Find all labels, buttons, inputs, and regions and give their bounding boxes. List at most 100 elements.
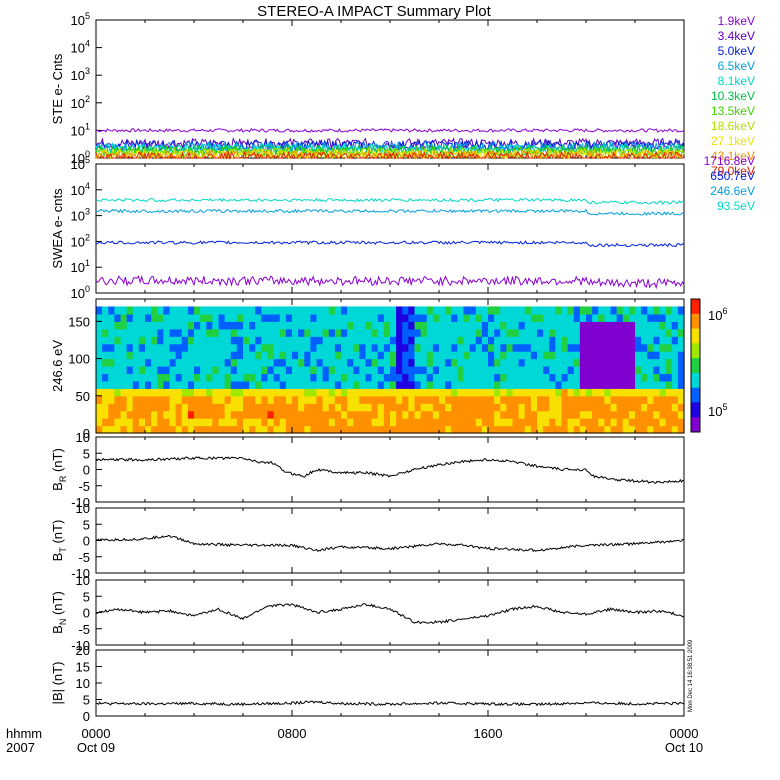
heatmap-cell <box>132 328 140 337</box>
heatmap-cell <box>665 328 673 337</box>
heatmap-cell <box>628 351 636 360</box>
heatmap-cell <box>469 403 477 412</box>
heatmap-cell <box>635 321 642 330</box>
heatmap-cell <box>463 358 471 367</box>
heatmap-cell <box>328 395 336 404</box>
heatmap-cell <box>530 351 538 360</box>
heatmap-cell <box>145 336 152 345</box>
heatmap-cell <box>249 313 256 322</box>
heatmap-cell <box>616 328 624 337</box>
heatmap-cell <box>102 321 109 330</box>
x-tick-label: 0000 <box>82 726 111 741</box>
heatmap-cell <box>524 418 532 427</box>
heatmap-cell <box>530 336 538 345</box>
heatmap-cell <box>543 366 550 375</box>
heatmap-cell <box>451 395 458 404</box>
heatmap-cell <box>383 418 391 427</box>
heatmap-cell <box>310 343 318 352</box>
heatmap-cell <box>402 306 409 315</box>
heatmap-cell <box>426 373 434 382</box>
heatmap-cell <box>573 418 581 427</box>
heatmap-cell <box>102 388 109 397</box>
heatmap-cell <box>194 336 201 345</box>
heatmap-cell <box>537 328 544 337</box>
heatmap-cell <box>151 358 158 367</box>
heatmap-cell <box>610 410 618 419</box>
heatmap-cell <box>377 321 385 330</box>
heatmap-cell <box>126 321 134 330</box>
heatmap-cell <box>236 425 244 434</box>
heatmap-cell <box>512 343 520 352</box>
heatmap-cell <box>126 380 134 389</box>
heatmap-cell <box>163 410 171 419</box>
x-tick-label: 0000 <box>670 726 699 741</box>
heatmap-cell <box>322 313 330 322</box>
heatmap-cell <box>236 410 244 419</box>
y-axis-label: BN (nT) <box>50 591 68 634</box>
heatmap-cell <box>671 328 679 337</box>
heatmap-cell <box>494 403 501 412</box>
heatmap-cell <box>481 418 489 427</box>
heatmap-cell <box>120 351 128 360</box>
heatmap-cell <box>365 328 373 337</box>
heatmap-cell <box>451 313 458 322</box>
heatmap-cell <box>616 388 624 397</box>
heatmap-cell <box>347 343 354 352</box>
heatmap-cell <box>408 366 416 375</box>
heatmap-cell <box>108 395 115 404</box>
heatmap-cell <box>279 351 287 360</box>
heatmap-cell <box>573 388 581 397</box>
heatmap-cell <box>334 425 342 434</box>
heatmap-cell <box>420 373 428 382</box>
heatmap-cell <box>457 343 465 352</box>
heatmap-cell <box>659 336 667 345</box>
heatmap-cell <box>665 336 673 345</box>
heatmap-cell <box>573 395 581 404</box>
heatmap-cell <box>537 380 544 389</box>
heatmap-cell <box>488 306 495 315</box>
heatmap-cell <box>304 358 311 367</box>
heatmap-cell <box>377 351 385 360</box>
heatmap-cell <box>659 373 667 382</box>
heatmap-cell <box>120 336 128 345</box>
heatmap-cell <box>635 410 642 419</box>
heatmap-cell <box>610 321 618 330</box>
heatmap-cell <box>500 366 507 375</box>
heatmap-cell <box>187 388 195 397</box>
heatmap-cell <box>567 358 575 367</box>
heatmap-cell <box>512 328 520 337</box>
heatmap-cell <box>494 418 501 427</box>
heatmap-cell <box>549 418 556 427</box>
heatmap-cell <box>310 313 318 322</box>
y-tick-label: 105 <box>71 155 90 172</box>
heatmap-cell <box>555 336 563 345</box>
heatmap-cell <box>328 306 336 315</box>
heatmap-cell <box>145 388 152 397</box>
heatmap-cell <box>671 373 679 382</box>
heatmap-cell <box>347 418 354 427</box>
y-tick-label: -5 <box>78 622 90 637</box>
heatmap-cell <box>102 336 109 345</box>
heatmap-cell <box>298 336 305 345</box>
y-tick-label: 101 <box>71 258 90 275</box>
heatmap-cell <box>567 425 575 434</box>
heatmap-cell <box>102 313 109 322</box>
heatmap-cell <box>151 313 158 322</box>
y-tick-label: -10 <box>71 566 90 581</box>
heatmap-cell <box>579 380 587 389</box>
heatmap-cell <box>298 395 305 404</box>
heatmap-cell <box>163 336 171 345</box>
heatmap-cell <box>671 366 679 375</box>
heatmap-cell <box>236 343 244 352</box>
heatmap-cell <box>659 321 667 330</box>
heatmap-cell <box>579 328 587 337</box>
heatmap-cell <box>390 306 397 315</box>
heatmap-cell <box>126 388 134 397</box>
heatmap-cell <box>243 403 250 412</box>
heatmap-cell <box>408 358 416 367</box>
heatmap-cell <box>573 351 581 360</box>
heatmap-cell <box>334 395 342 404</box>
heatmap-cell <box>163 313 171 322</box>
heatmap-cell <box>261 410 269 419</box>
